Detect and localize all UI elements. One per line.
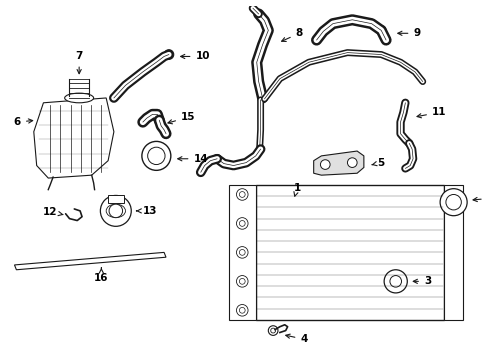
Circle shape xyxy=(147,147,165,165)
Text: 16: 16 xyxy=(94,268,108,283)
Polygon shape xyxy=(34,98,114,178)
Text: 15: 15 xyxy=(167,112,195,124)
Text: 2: 2 xyxy=(472,193,488,203)
Text: 13: 13 xyxy=(136,206,157,216)
Circle shape xyxy=(376,26,386,35)
Circle shape xyxy=(236,218,247,229)
Bar xyxy=(108,195,123,203)
Text: 6: 6 xyxy=(14,117,33,127)
Circle shape xyxy=(109,204,122,218)
Circle shape xyxy=(236,247,247,258)
Polygon shape xyxy=(15,252,165,270)
Circle shape xyxy=(142,141,170,170)
Bar xyxy=(228,185,255,320)
Text: 10: 10 xyxy=(180,51,209,62)
Circle shape xyxy=(239,307,244,313)
Text: 7: 7 xyxy=(75,51,82,74)
Circle shape xyxy=(268,326,277,336)
Circle shape xyxy=(236,305,247,316)
Circle shape xyxy=(239,221,244,226)
Circle shape xyxy=(236,275,247,287)
Circle shape xyxy=(239,278,244,284)
Ellipse shape xyxy=(64,93,93,103)
Circle shape xyxy=(100,195,131,226)
Text: 8: 8 xyxy=(281,28,302,41)
Circle shape xyxy=(347,158,356,167)
Text: 3: 3 xyxy=(412,276,430,286)
Circle shape xyxy=(445,194,460,210)
Text: 5: 5 xyxy=(371,158,384,168)
Text: 11: 11 xyxy=(416,107,446,118)
Circle shape xyxy=(389,275,401,287)
Circle shape xyxy=(164,50,173,59)
Bar xyxy=(443,185,462,320)
Circle shape xyxy=(320,160,329,170)
Circle shape xyxy=(236,189,247,200)
Text: 9: 9 xyxy=(397,28,420,38)
Circle shape xyxy=(439,189,466,216)
Circle shape xyxy=(384,270,407,293)
Polygon shape xyxy=(313,151,363,175)
Circle shape xyxy=(239,192,244,197)
Circle shape xyxy=(270,328,275,333)
Text: 4: 4 xyxy=(285,334,307,344)
Text: 12: 12 xyxy=(43,207,63,217)
Bar xyxy=(255,185,443,320)
Circle shape xyxy=(239,249,244,255)
Text: 14: 14 xyxy=(177,154,207,164)
Text: 1: 1 xyxy=(293,183,300,196)
